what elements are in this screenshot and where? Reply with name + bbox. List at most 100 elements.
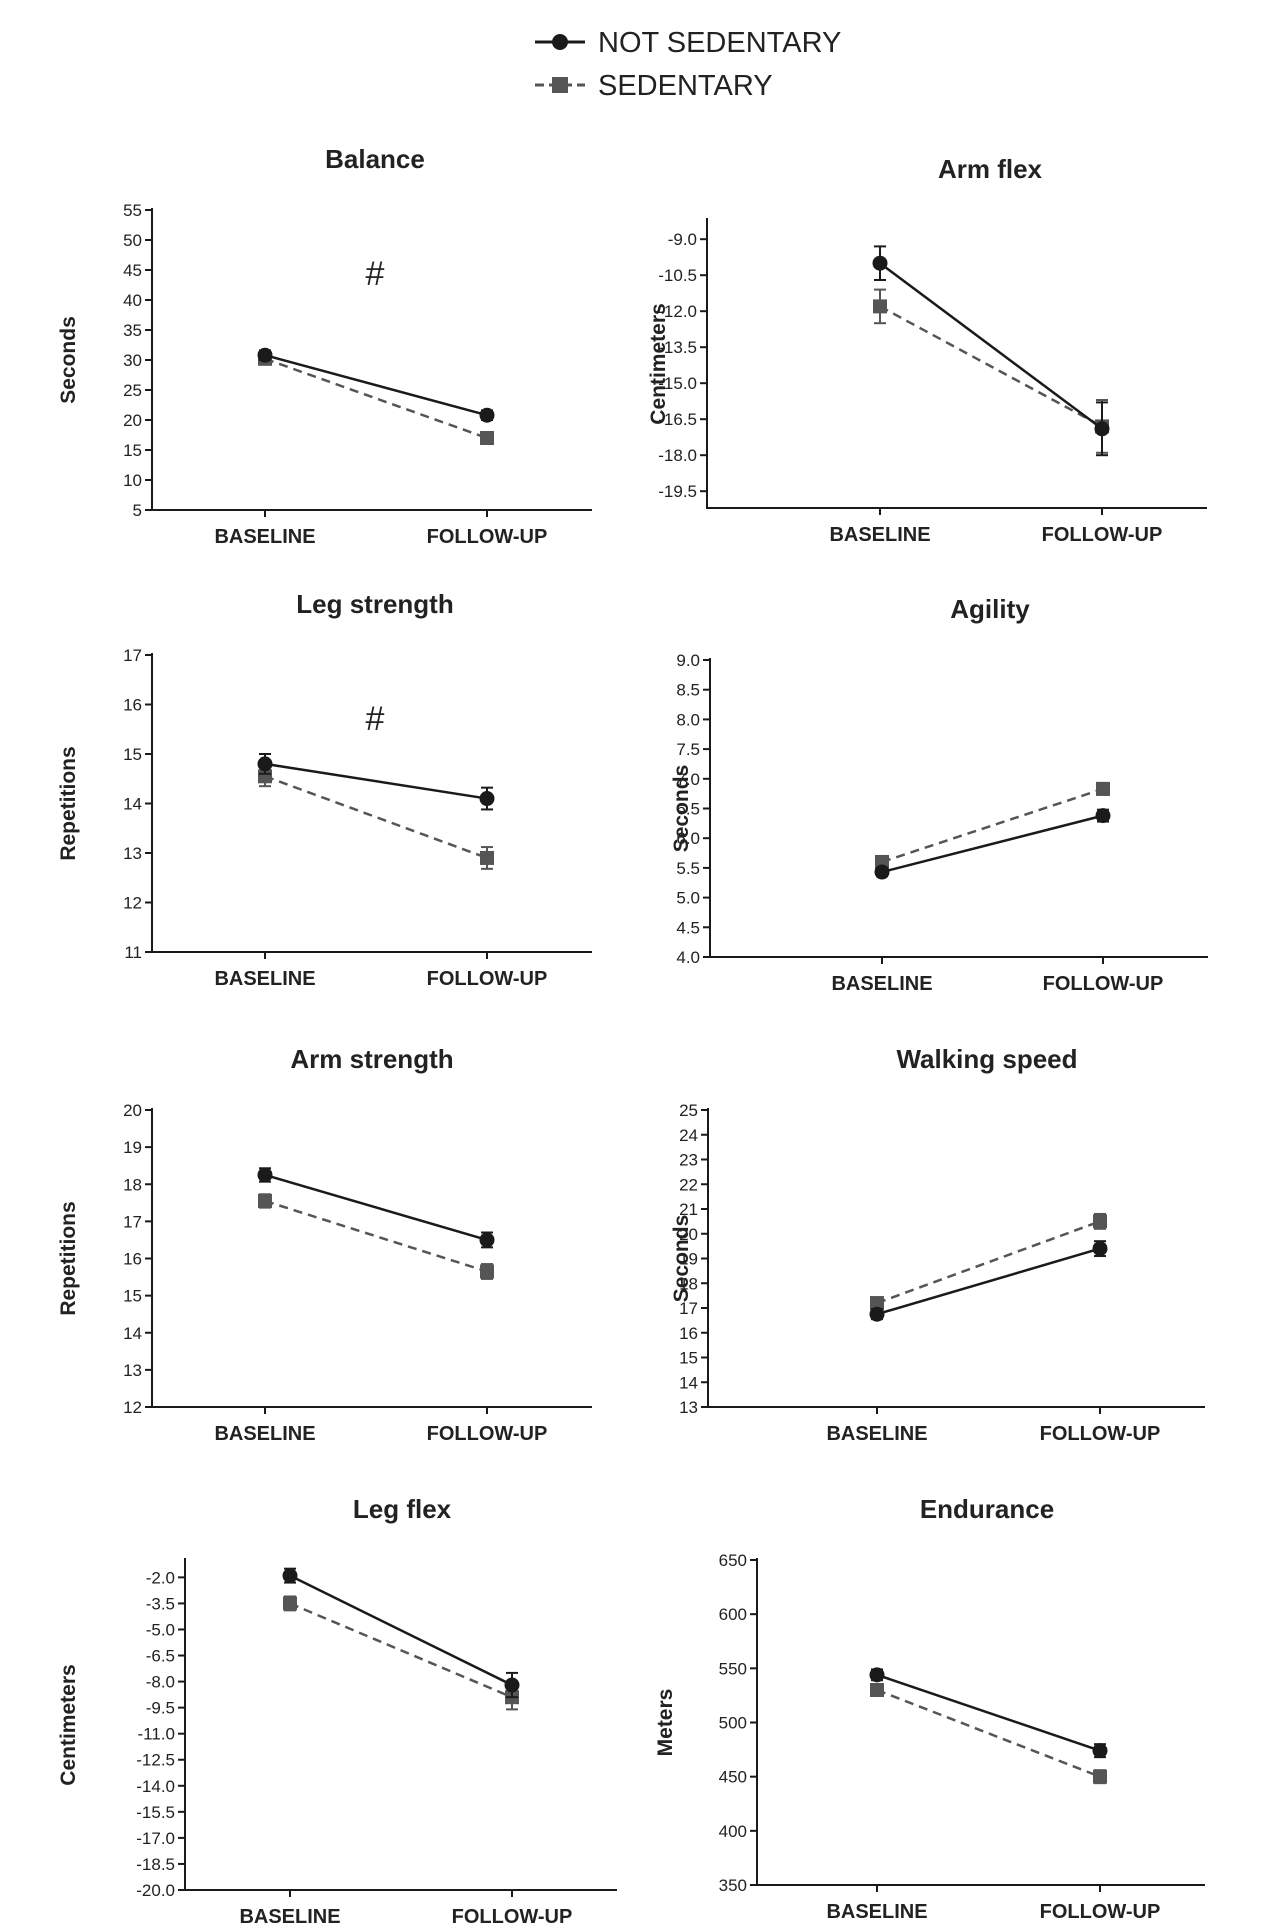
- y-tick-label: 20: [679, 1225, 698, 1244]
- data-point-not-sedentary: [874, 864, 890, 880]
- y-tick-label: 16: [123, 1250, 142, 1269]
- y-tick-label: -20.0: [136, 1881, 175, 1900]
- y-tick-label: 350: [719, 1876, 747, 1895]
- series-line-sedentary: [876, 1688, 1101, 1778]
- series-line-not-sedentary: [264, 762, 488, 800]
- series-line-sedentary: [264, 1199, 488, 1273]
- y-tick-label: 18: [679, 1274, 698, 1293]
- chart-panel: Walking speed Seconds 13 14 15 16 17 18 19 20 21 22…: [670, 1044, 1205, 1445]
- y-tick-label: -2.0: [146, 1568, 175, 1587]
- x-tick-label: BASELINE: [826, 1423, 927, 1445]
- data-point-sedentary: [1093, 1769, 1107, 1784]
- series-line-not-sedentary: [264, 353, 488, 417]
- data-point-sedentary: [283, 1596, 297, 1611]
- chart-title: Arm strength: [290, 1044, 453, 1074]
- y-tick-label: 19: [123, 1138, 142, 1157]
- y-tick-label: 23: [679, 1151, 698, 1170]
- y-tick-label: 4.5: [676, 918, 700, 937]
- chart-title: Agility: [950, 594, 1030, 624]
- y-tick-label: 7.5: [676, 740, 700, 759]
- y-tick-label: 20: [123, 411, 142, 430]
- y-tick-label: -18.0: [658, 446, 697, 465]
- y-tick-label: -5.0: [146, 1620, 175, 1639]
- y-tick-label: 24: [679, 1126, 698, 1145]
- series-line-not-sedentary: [289, 1574, 513, 1687]
- x-tick-label: BASELINE: [239, 1906, 340, 1924]
- y-tick-label: 12: [123, 1398, 142, 1417]
- y-tick-label: -18.5: [136, 1855, 175, 1874]
- x-tick-label: FOLLOW-UP: [1040, 1901, 1161, 1923]
- y-tick-label: 6.0: [676, 829, 700, 848]
- data-point-not-sedentary: [479, 1232, 495, 1248]
- y-tick-label: 13: [123, 844, 142, 863]
- y-tick-label: 17: [123, 1212, 142, 1231]
- y-tick-label: 22: [679, 1175, 698, 1194]
- y-tick-label: -11.0: [138, 1725, 176, 1744]
- chart-title: Endurance: [920, 1494, 1054, 1524]
- y-tick-label: 5.0: [676, 889, 700, 908]
- y-tick-label: 16: [123, 696, 142, 715]
- data-point-sedentary: [873, 299, 887, 314]
- x-tick-label: FOLLOW-UP: [1042, 524, 1163, 546]
- series-line-sedentary: [264, 357, 488, 440]
- series-line-sedentary: [881, 787, 1104, 864]
- x-tick-label: FOLLOW-UP: [427, 526, 548, 548]
- y-tick-label: 25: [123, 381, 142, 400]
- legend-marker-not-sedentary: [552, 34, 568, 50]
- chart-panel: Arm strength Repetitions 12 13 14 15 16 17 18 19 2…: [57, 1044, 592, 1445]
- y-tick-label: -17.0: [136, 1829, 175, 1848]
- y-tick-label: 8.0: [676, 710, 700, 729]
- y-tick-label: 13: [123, 1361, 142, 1380]
- data-point-not-sedentary: [282, 1568, 298, 1584]
- y-tick-label: 30: [123, 351, 142, 370]
- y-tick-label: -10.5: [658, 266, 697, 285]
- series-line-sedentary: [289, 1602, 513, 1699]
- y-tick-label: 11: [124, 943, 142, 962]
- legend-label-not-sedentary: NOT SEDENTARY: [598, 27, 841, 59]
- y-tick-label: 600: [719, 1605, 747, 1624]
- y-tick-label: 18: [123, 1175, 142, 1194]
- series-line-sedentary: [264, 775, 488, 860]
- y-tick-label: 500: [719, 1714, 747, 1733]
- series-line-not-sedentary: [876, 1673, 1101, 1752]
- y-tick-label: 50: [123, 231, 142, 250]
- series-line-sedentary: [879, 305, 1103, 428]
- data-point-not-sedentary: [504, 1677, 520, 1693]
- y-axis-label: Centimeters: [647, 303, 670, 424]
- chart-panel: Endurance Meters 350 400 450 500 550 600 650 BASE…: [654, 1494, 1205, 1923]
- y-tick-label: 35: [123, 321, 142, 340]
- y-tick-label: -19.5: [658, 482, 697, 501]
- data-point-sedentary: [1093, 1214, 1107, 1229]
- series-line-not-sedentary: [879, 262, 1103, 430]
- x-tick-label: BASELINE: [214, 526, 315, 548]
- y-axis-label: Seconds: [670, 1215, 693, 1303]
- chart-panel: Balance Seconds 5 10 15 20 25 30 35 40 45 50 55 BASEL…: [57, 144, 592, 548]
- data-point-not-sedentary: [1092, 1743, 1108, 1759]
- y-tick-label: 14: [679, 1373, 698, 1392]
- x-tick-label: BASELINE: [214, 1423, 315, 1445]
- x-tick-label: FOLLOW-UP: [1040, 1423, 1161, 1445]
- chart-panel: Leg flex Centimeters -2.0 -3.5 -5.0 -6.5 -8.0 -…: [57, 1494, 617, 1924]
- y-tick-label: 19: [679, 1250, 698, 1269]
- y-tick-label: 45: [123, 261, 142, 280]
- y-tick-label: -15.5: [136, 1803, 175, 1822]
- data-point-not-sedentary: [869, 1667, 885, 1683]
- data-point-sedentary: [258, 769, 272, 784]
- y-tick-label: 450: [719, 1768, 747, 1787]
- y-tick-label: 55: [123, 201, 142, 220]
- y-tick-label: -15.0: [658, 374, 697, 393]
- data-point-not-sedentary: [1095, 808, 1111, 824]
- legend-marker-sedentary: [552, 77, 568, 93]
- x-tick-label: FOLLOW-UP: [427, 968, 548, 990]
- data-point-not-sedentary: [479, 407, 495, 423]
- legend-entry-not-sedentary: NOT SEDENTARY: [535, 27, 841, 59]
- y-tick-label: 550: [719, 1659, 747, 1678]
- data-point-sedentary: [870, 1296, 884, 1311]
- y-tick-label: 14: [123, 795, 142, 814]
- x-tick-label: FOLLOW-UP: [427, 1423, 548, 1445]
- data-point-not-sedentary: [257, 347, 273, 363]
- y-tick-label: 15: [123, 745, 142, 764]
- y-tick-label: 17: [679, 1299, 698, 1318]
- data-point-sedentary: [258, 1193, 272, 1208]
- y-tick-label: -3.5: [146, 1594, 175, 1613]
